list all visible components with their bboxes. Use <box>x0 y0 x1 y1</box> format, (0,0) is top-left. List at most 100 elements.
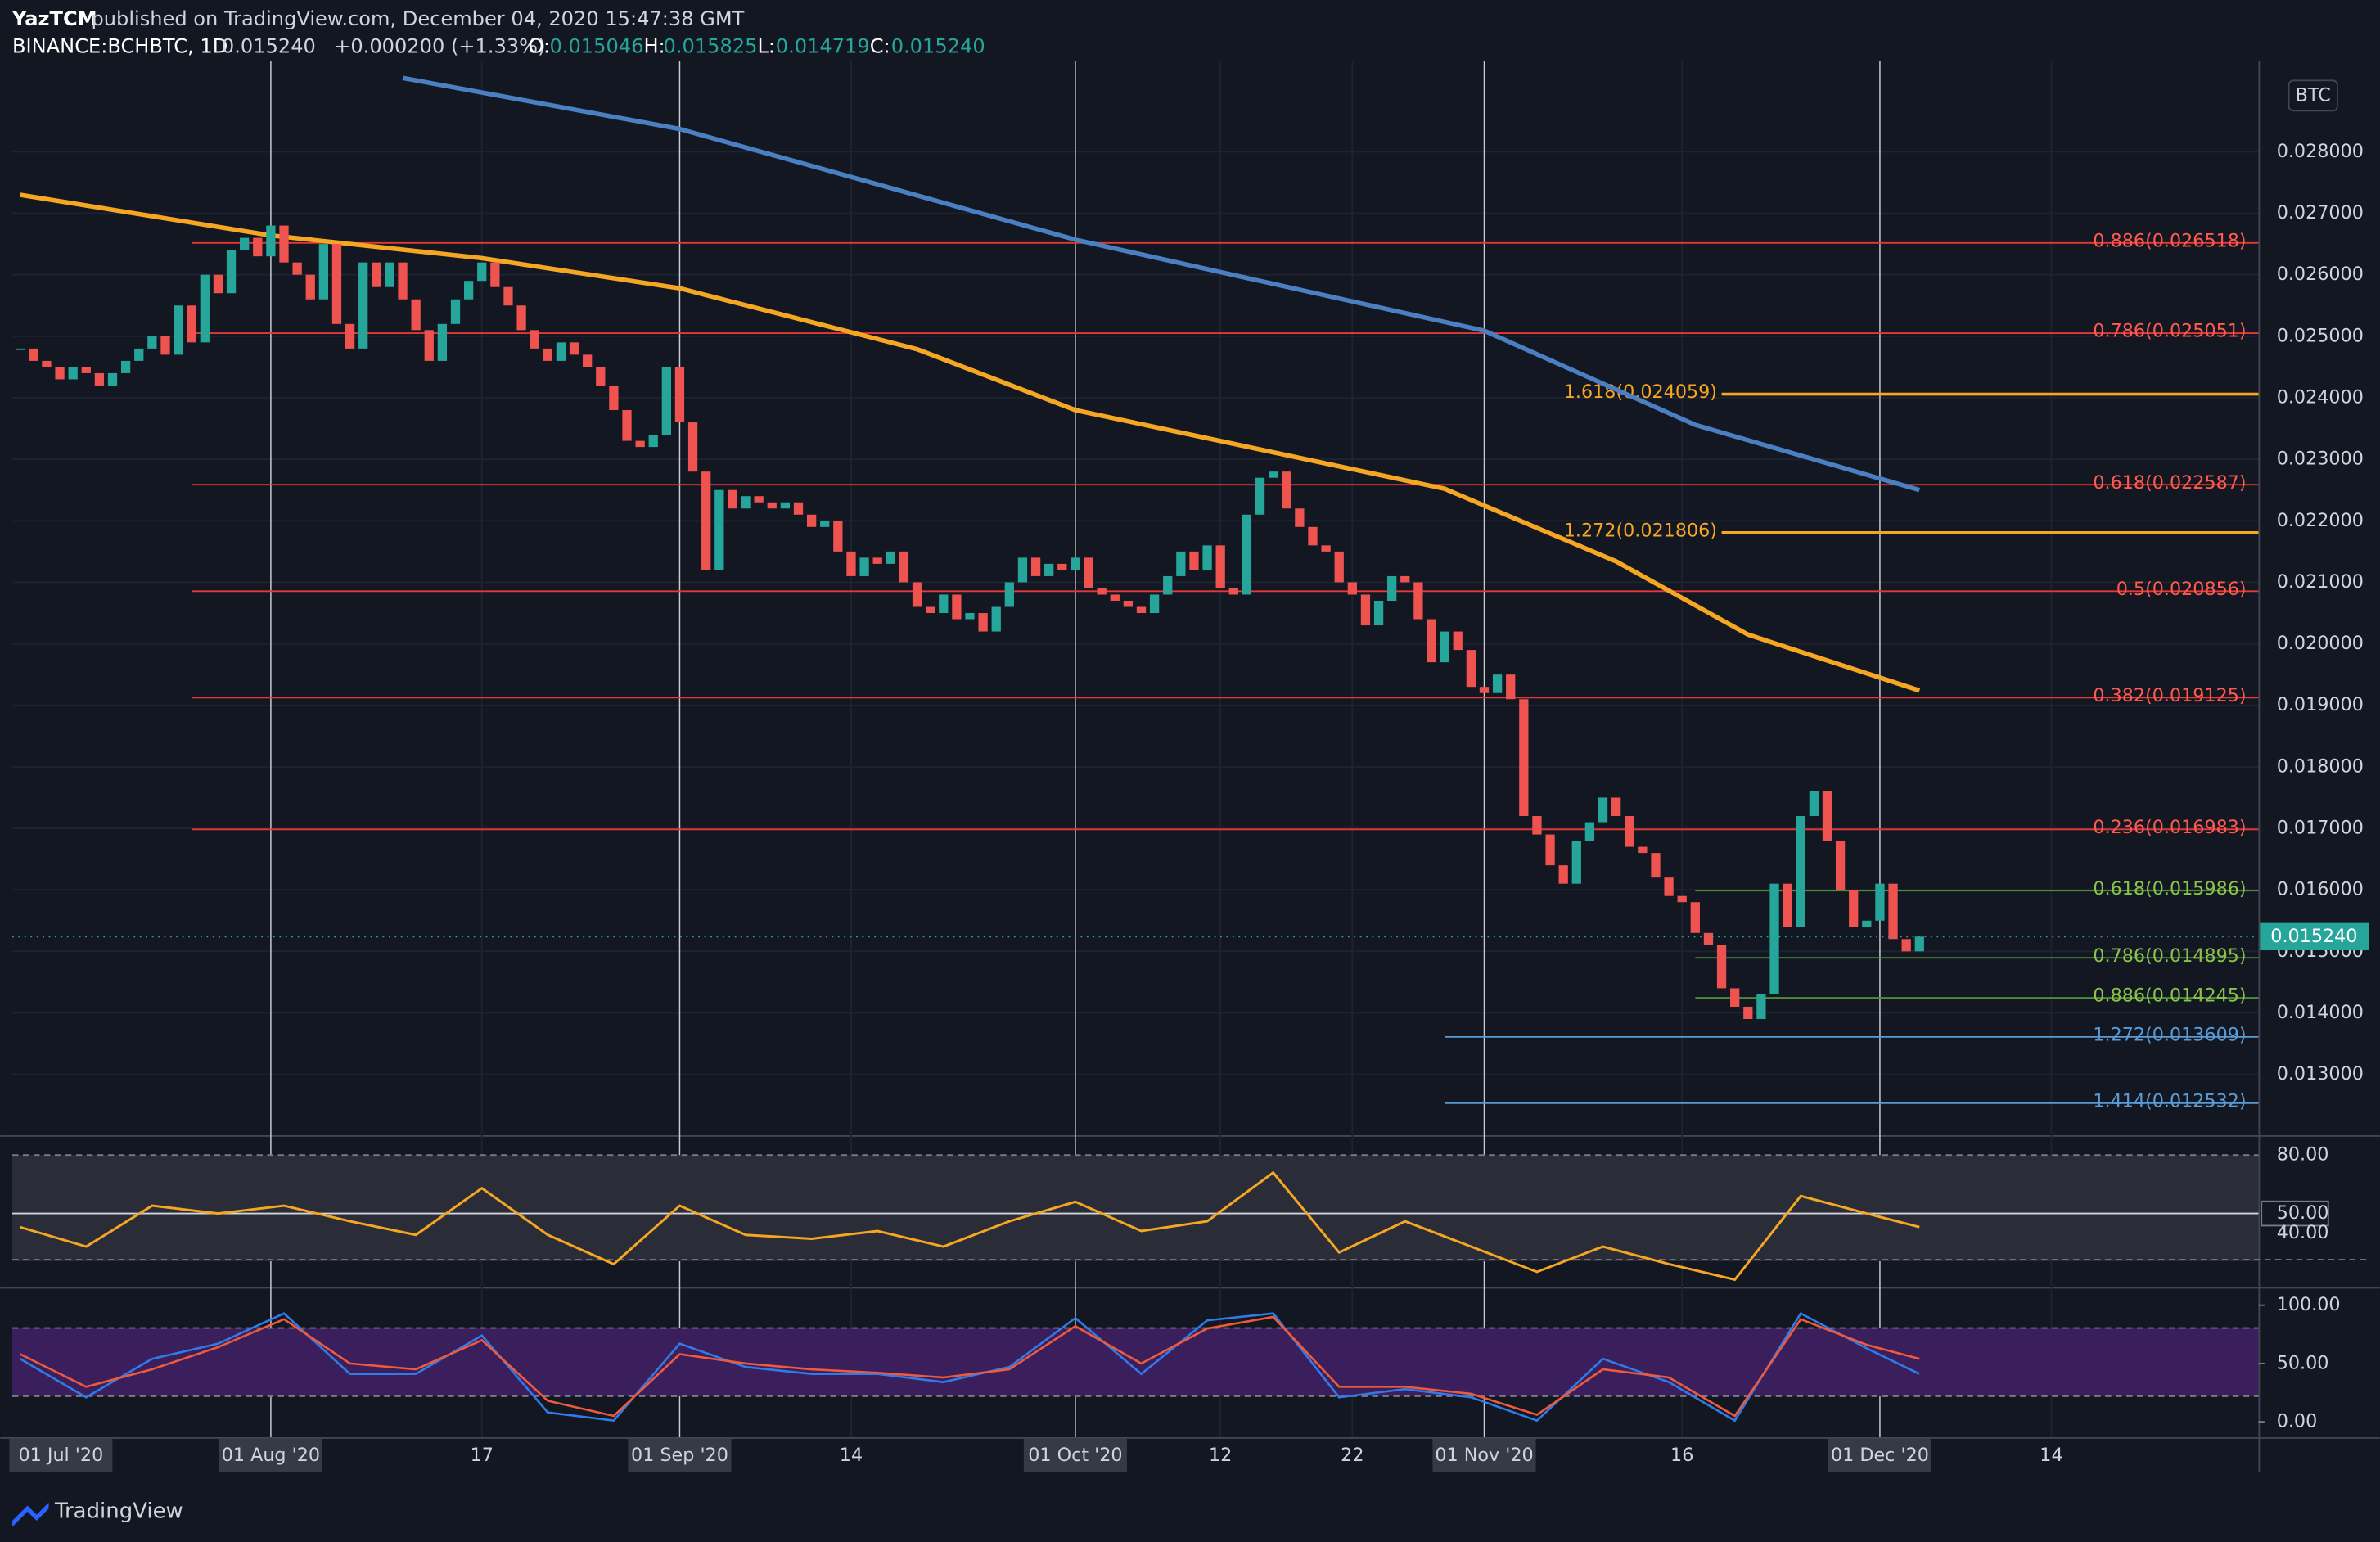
candle <box>331 244 342 324</box>
x-tick-label: 01 Sep '20 <box>631 1445 728 1466</box>
candle <box>728 489 737 509</box>
header: YazTCM published on TradingView.com, Dec… <box>11 7 985 57</box>
candle <box>1269 471 1278 478</box>
candle <box>1255 477 1265 515</box>
candle <box>635 440 645 448</box>
candle <box>1479 687 1490 693</box>
candle <box>687 422 698 472</box>
candle <box>1347 582 1357 595</box>
candle <box>648 435 658 448</box>
candle <box>1004 582 1014 607</box>
y-tick-label: 0.023000 <box>2277 449 2364 470</box>
candle <box>372 262 381 287</box>
publisher: YazTCM <box>11 7 97 30</box>
candle <box>1360 594 1371 626</box>
candle <box>279 225 289 263</box>
candle <box>1796 816 1805 927</box>
level-label: 0.236(0.016983) <box>2093 817 2246 838</box>
y-tick-label: 0.022000 <box>2277 510 2364 531</box>
candle <box>1506 674 1516 700</box>
level-label: 0.618(0.022587) <box>2093 472 2246 494</box>
x-tick-label: 01 Jul '20 <box>19 1445 104 1466</box>
x-tick-label: 12 <box>1209 1445 1232 1466</box>
rsi-line <box>20 1170 1920 1282</box>
candle <box>1282 471 1291 509</box>
stoch-tick-label: 0.00 <box>2277 1411 2318 1432</box>
candle <box>147 336 157 349</box>
candle <box>240 237 250 250</box>
rsi-tick-label: 40.00 <box>2277 1222 2329 1243</box>
candle <box>1176 551 1186 576</box>
candle <box>569 342 579 355</box>
h-label: H: <box>643 34 665 57</box>
candle <box>780 502 791 509</box>
candle <box>29 348 38 361</box>
moving-average <box>402 75 1921 493</box>
unit: BTC <box>2296 84 2331 106</box>
candle <box>213 274 223 294</box>
candle <box>1875 883 1885 921</box>
l-label: L: <box>758 34 776 57</box>
level-label: 1.272(0.021806) <box>1564 521 1717 542</box>
candle <box>1651 853 1661 878</box>
candle <box>81 367 91 373</box>
x-tick-label: 14 <box>2040 1445 2062 1466</box>
y-tick-label: 0.020000 <box>2277 633 2364 654</box>
x-tick-label: 01 Nov '20 <box>1435 1445 1533 1466</box>
candle <box>477 262 487 282</box>
candle <box>1849 890 1859 927</box>
close: 0.015240 <box>891 34 985 57</box>
stoch-band <box>12 1328 2259 1396</box>
candle <box>1071 557 1080 570</box>
candle <box>1862 920 1872 927</box>
x-tick-box <box>1432 1438 1536 1472</box>
candle <box>107 372 118 386</box>
candle <box>42 360 52 367</box>
candle <box>358 262 368 349</box>
candle <box>120 360 131 373</box>
candle <box>174 305 183 355</box>
candle <box>754 496 764 503</box>
candle <box>1321 545 1331 552</box>
candle <box>1373 600 1384 626</box>
candle <box>398 262 408 300</box>
y-tick-label: 0.021000 <box>2277 571 2364 593</box>
level-label: 0.382(0.019125) <box>2093 685 2246 706</box>
level-label: 1.414(0.012532) <box>2093 1090 2246 1111</box>
candle <box>411 299 421 331</box>
candle <box>1638 846 1648 854</box>
candle <box>1163 575 1173 595</box>
candle <box>872 557 882 564</box>
candle <box>1769 883 1779 994</box>
change: +0.000200 (+1.33%) <box>334 34 545 57</box>
o-label: O: <box>529 34 551 57</box>
candle <box>965 613 975 620</box>
high: 0.015825 <box>664 34 758 57</box>
candle <box>806 514 817 527</box>
candle <box>1783 883 1792 927</box>
candle <box>674 367 685 423</box>
candle <box>160 336 170 355</box>
candle <box>1690 902 1700 933</box>
y-tick-label: 0.024000 <box>2277 386 2364 408</box>
candle <box>741 496 751 509</box>
candle <box>714 489 724 570</box>
candle <box>978 613 988 632</box>
published: published on TradingView.com, December 0… <box>91 7 744 30</box>
candle <box>899 551 909 583</box>
candle <box>134 348 144 361</box>
candle <box>1453 631 1463 651</box>
logo: TradingView <box>12 1499 183 1527</box>
candle <box>292 262 302 275</box>
candle <box>1545 834 1555 866</box>
candle <box>1295 508 1305 527</box>
y-tick-label: 0.019000 <box>2277 694 2364 715</box>
rsi-tick-label: 50.00 <box>2277 1202 2329 1224</box>
candle <box>1057 563 1067 570</box>
candle <box>1466 650 1476 688</box>
level-label: 0.786(0.014895) <box>2093 945 2246 967</box>
x-tick-label: 14 <box>840 1445 863 1466</box>
candle <box>701 471 711 570</box>
candle <box>1558 865 1568 884</box>
